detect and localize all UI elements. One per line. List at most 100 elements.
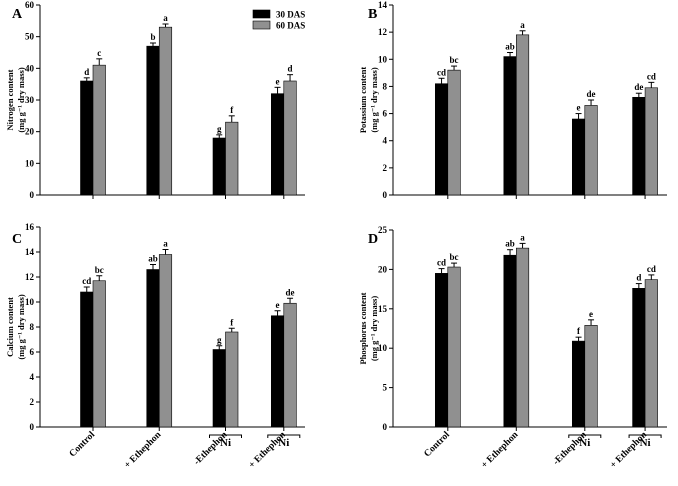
bar xyxy=(146,269,160,428)
bar xyxy=(80,80,94,196)
bar xyxy=(515,34,530,196)
bar xyxy=(146,45,160,196)
bar xyxy=(644,279,658,428)
y-tick-label: 6 xyxy=(30,347,35,357)
significance-letter: f xyxy=(230,105,234,115)
bar xyxy=(503,56,517,196)
bar xyxy=(225,331,239,428)
y-tick-label: 20 xyxy=(378,264,388,274)
panel-label: D xyxy=(368,232,378,247)
significance-letter: ab xyxy=(148,254,158,264)
bar xyxy=(434,273,449,428)
y-tick-label: 2 xyxy=(30,397,35,407)
significance-letter: de xyxy=(634,82,643,92)
significance-letter: g xyxy=(217,124,222,134)
significance-letter: cd xyxy=(82,276,91,286)
ni-bracket xyxy=(267,434,301,438)
significance-letter: d xyxy=(288,64,293,74)
y-axis-label: Potassium content (mg g⁻¹ dry mass) xyxy=(358,67,379,134)
legend-label: 60 DAS xyxy=(276,21,305,31)
panel-b: 0 2 4 6 8 10 12 14 Potassium content (mg g⁻¹ dry … xyxy=(358,0,667,200)
significance-letter: d xyxy=(84,67,89,77)
legend-label: 30 DAS xyxy=(276,10,305,20)
bar xyxy=(632,96,646,196)
legend-swatch xyxy=(252,9,271,19)
y-tick-label: 10 xyxy=(25,297,35,307)
y-tick-label: 40 xyxy=(25,63,35,73)
bar xyxy=(584,105,598,196)
panel-a: 0 10 20 30 40 50 60 Nitrogen content (mg g⁻¹ dry… xyxy=(5,0,305,200)
significance-letter: g xyxy=(217,335,222,345)
panel-label: C xyxy=(12,232,22,247)
panel-label: B xyxy=(368,7,377,22)
y-axis-title: Potassium content xyxy=(358,67,368,134)
bar xyxy=(80,291,94,428)
significance-letter: a xyxy=(520,20,525,30)
significance-letter: bc xyxy=(95,265,104,275)
significance-letter: cd xyxy=(437,258,446,268)
bar xyxy=(503,254,517,428)
x-category-label: Control xyxy=(68,430,98,460)
significance-letter: e xyxy=(577,103,581,113)
significance-letter: e xyxy=(276,300,280,310)
bar xyxy=(434,83,449,196)
y-tick-label: 14 xyxy=(25,247,35,257)
ni-label: Ni xyxy=(579,437,590,449)
significance-letter: a xyxy=(163,13,168,23)
y-tick-label: 6 xyxy=(383,109,388,119)
significance-letter: cd xyxy=(437,67,446,77)
y-tick-label: 0 xyxy=(383,422,388,432)
y-tick-label: 0 xyxy=(383,190,388,200)
x-category-label: + Ethephon xyxy=(480,430,521,471)
panel-label: A xyxy=(12,7,23,22)
y-tick-label: 20 xyxy=(25,127,35,137)
y-tick-label: 14 xyxy=(378,0,388,10)
bar xyxy=(571,118,586,196)
bar xyxy=(644,87,658,196)
ni-bracket xyxy=(209,434,242,438)
significance-letter: bc xyxy=(450,55,459,65)
y-tick-label: 4 xyxy=(30,372,35,382)
y-tick-label: 30 xyxy=(25,95,35,105)
significance-letter: e xyxy=(276,76,280,86)
y-axis-label: Calcium content (mg g⁻¹ dry mass) xyxy=(5,294,26,360)
bar xyxy=(632,288,646,428)
y-tick-label: 60 xyxy=(25,0,35,10)
y-tick-label: 12 xyxy=(378,27,388,37)
bar xyxy=(92,64,106,196)
panel-d: 0 5 10 15 20 25 Phosphorus content (mg g⁻¹ dry … xyxy=(358,225,667,471)
y-tick-label: 50 xyxy=(25,32,35,42)
y-tick-label: 0 xyxy=(30,422,35,432)
y-tick-label: 16 xyxy=(25,222,35,232)
y-axis-label: Nitrogen content (mg g⁻¹ dry mass) xyxy=(5,67,26,133)
y-tick-label: 2 xyxy=(383,163,388,173)
significance-letter: c xyxy=(97,48,101,58)
y-tick-label: 8 xyxy=(383,81,388,91)
significance-letter: a xyxy=(163,239,168,249)
y-tick-label: 10 xyxy=(378,54,388,64)
y-tick-label: 0 xyxy=(30,190,35,200)
y-axis-title: Nitrogen content xyxy=(5,69,15,130)
y-axis-unit: (mg g⁻¹ dry mass) xyxy=(16,294,26,360)
y-axis-title: Phosphorus content xyxy=(358,292,368,364)
y-tick-label: 5 xyxy=(383,383,388,393)
bar xyxy=(584,325,598,428)
y-tick-label: 4 xyxy=(383,136,388,146)
y-axis-unit: (mg g⁻¹ dry mass) xyxy=(369,67,379,133)
significance-letter: d xyxy=(636,273,641,283)
ni-label: Ni xyxy=(640,437,651,449)
bar xyxy=(225,121,239,196)
ni-bracket xyxy=(568,434,602,438)
significance-letter: e xyxy=(589,309,593,319)
bar xyxy=(212,349,226,428)
ni-label: Ni xyxy=(220,437,231,449)
panel-c: 0 2 4 6 8 10 12 14 16 Calcium content (mg g⁻¹ dry … xyxy=(5,222,305,471)
y-tick-label: 10 xyxy=(25,158,35,168)
y-tick-label: 8 xyxy=(30,322,35,332)
bar xyxy=(515,247,530,428)
significance-letter: f xyxy=(577,326,581,336)
significance-letter: de xyxy=(286,287,295,297)
significance-letter: f xyxy=(230,317,234,327)
